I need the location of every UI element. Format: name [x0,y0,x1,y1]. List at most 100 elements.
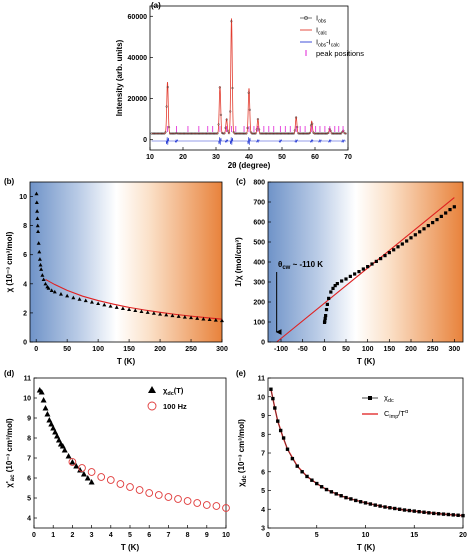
obs-point [283,132,286,135]
data-point [392,248,396,252]
obs-point [256,118,260,121]
data-point [407,508,412,513]
obs-point [186,132,189,135]
obs-point [234,132,238,135]
data-point [271,396,275,401]
obs-point [159,132,162,135]
obs-point [285,132,288,135]
obs-point [173,132,176,135]
data-point [295,464,299,468]
data-point [77,297,82,301]
obs-point [188,132,191,135]
obs-point [201,132,204,135]
data-point [35,209,40,213]
data-point [422,510,426,514]
data-point [405,239,409,243]
panel-d-xlabel: T (K) [121,543,140,552]
data-point [361,267,365,271]
ac-point [97,473,106,481]
panel-e-xlabel: T (K) [357,543,376,552]
ac-point [193,499,202,507]
data-point [139,309,144,314]
panel-e-ylabel: χdc (10⁻³ cm³/mol) [237,419,248,487]
data-point [334,492,338,496]
data-point [278,428,283,433]
obs-point [157,132,160,135]
obs-point [291,132,294,135]
panel-c-xtick-label: 200 [405,346,417,353]
data-point [340,279,344,283]
dc-point [80,471,87,477]
panel-e-label: (e) [236,369,246,378]
obs-point [185,132,188,135]
obs-point [309,124,313,127]
panel-b-xtick-label: 50 [63,346,71,353]
obs-point [233,132,236,135]
panel-a-label: (a) [151,1,161,10]
obs-point [155,132,158,135]
data-point [35,216,40,220]
data-point [426,224,430,228]
panel-e-legend-fit: Cimp/Tα [384,409,409,420]
obs-point [330,132,333,135]
panel-d-xtick-label: 1 [51,532,55,539]
dc-point [50,425,57,431]
obs-point [210,132,213,135]
data-point [446,512,451,517]
obs-point [238,132,241,135]
ac-point [106,476,115,484]
obs-point [150,132,153,135]
fit-curve [270,389,464,517]
obs-point [267,132,270,135]
obs-point [304,132,307,135]
obs-point [169,132,172,135]
obs-point [227,132,231,135]
ac-point [174,495,182,503]
dc-point [69,459,76,465]
obs-point [297,132,300,135]
obs-point [154,132,157,135]
data-point [396,245,400,249]
ac-point [154,491,163,499]
panel-b-xtick-label: 250 [185,346,197,353]
data-point [89,300,94,304]
obs-point [156,132,159,135]
obs-point [236,132,239,135]
panel-d-xtick-label: 9 [205,532,209,539]
panel-d-ytick-label: 11 [24,376,32,383]
obs-point [165,105,168,108]
obs-point [172,132,175,135]
obs-point [231,86,234,90]
dc-point [42,405,49,411]
panel-c-ytick-label: 600 [253,220,265,227]
panel-c-ytick-label: 700 [253,200,265,207]
data-point [402,508,407,512]
data-point [339,494,343,498]
dc-point [44,411,51,417]
obs-point [320,132,323,135]
panel-c-xtick-label: 0 [322,346,326,353]
panel-c: -100 -50 0 50 100 150 200 250 300 0 100 200 300 400 50… [234,177,464,366]
data-point [102,302,107,307]
panel-d-ytick-label: 4 [27,516,31,523]
obs-point [261,132,264,135]
obs-point [294,116,298,119]
obs-point [225,118,228,121]
panel-d-label: (d) [4,369,15,378]
panel-d-xtick-label: 10 [222,532,230,539]
panel-c-xtick-label: -50 [298,346,308,353]
data-point [300,470,304,474]
obs-point [318,132,321,135]
data-point [387,251,391,255]
obs-point [180,132,183,135]
panel-e-legend-dc: χdc [384,393,394,404]
obs-point [299,132,302,135]
data-point [368,502,373,506]
data-point [400,242,404,246]
obs-point [266,132,269,135]
ac-point [183,497,192,505]
panel-e-ytick-label: 7 [261,451,265,458]
data-point [285,447,290,451]
panel-d-legend-dc: χdc(T) [163,386,184,397]
obs-point [178,132,181,135]
